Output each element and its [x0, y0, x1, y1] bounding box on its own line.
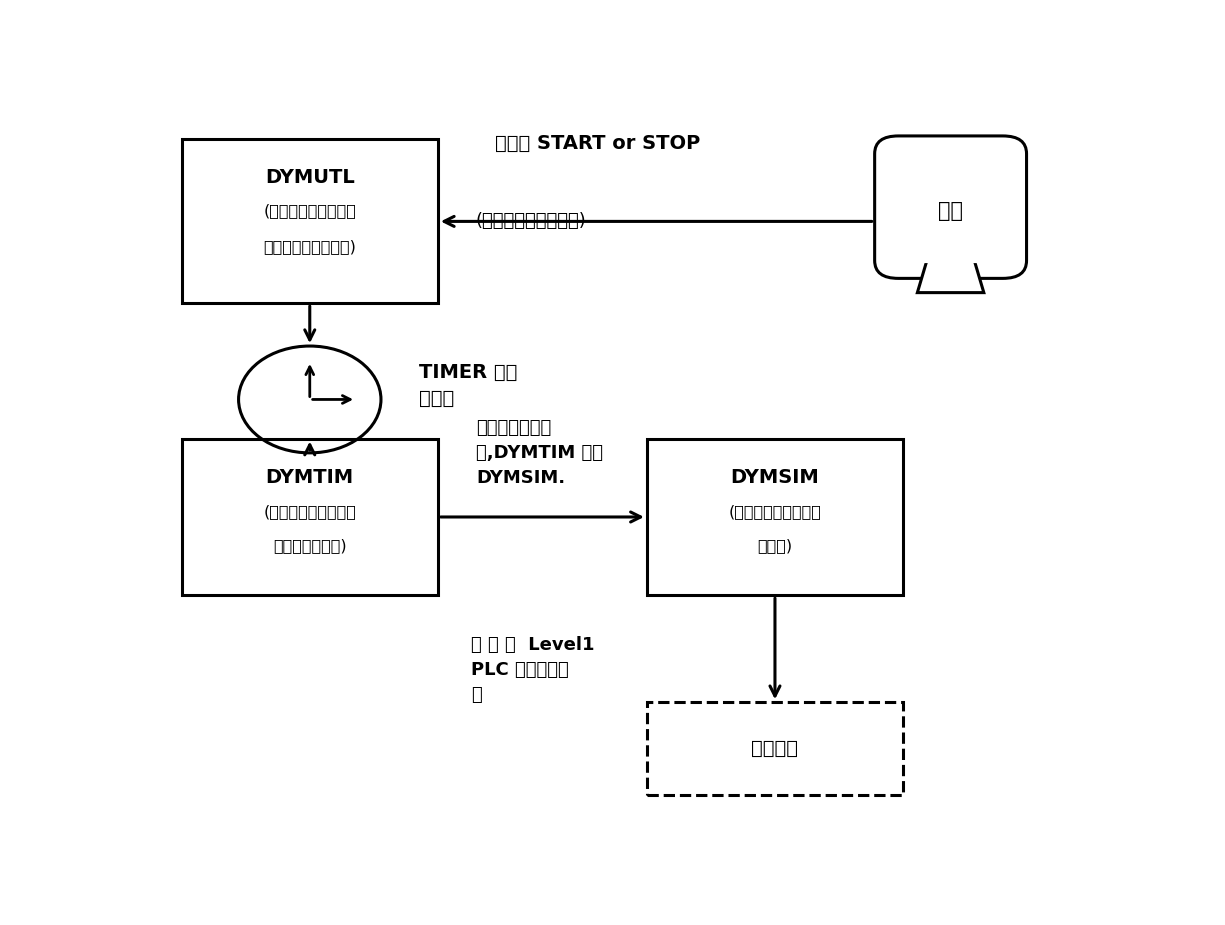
Text: 的命令交互工具模块): 的命令交互工具模块) [263, 239, 356, 253]
Text: TIMER 周期
性启动: TIMER 周期 性启动 [419, 363, 517, 408]
Text: (事件白动发生模拟器: (事件白动发生模拟器 [263, 504, 356, 519]
Text: 当有请求事件登
录,DYMTIM 通知
DYMSIM.: 当有请求事件登 录,DYMTIM 通知 DYMSIM. [475, 419, 603, 487]
Text: DYMUTL: DYMUTL [265, 167, 355, 187]
Text: (事件白动发生模拟器: (事件白动发生模拟器 [729, 504, 822, 519]
FancyBboxPatch shape [875, 136, 1027, 278]
Text: 模 拟 从  Level1
PLC 接收实绩报
文: 模 拟 从 Level1 PLC 接收实绩报 文 [472, 636, 594, 704]
Text: 的本体): 的本体) [757, 538, 793, 553]
Text: 模拟器 START or STOP: 模拟器 START or STOP [495, 133, 701, 153]
Text: 应用程序: 应用程序 [751, 739, 799, 758]
Text: 的启动处理装置): 的启动处理装置) [273, 538, 347, 553]
Bar [647, 438, 903, 596]
Text: DYMTIM: DYMTIM [266, 468, 354, 487]
Text: DYMSIM: DYMSIM [730, 468, 820, 487]
Text: 终端: 终端 [938, 201, 963, 221]
Polygon shape [918, 261, 984, 292]
Text: (周期时钟请求和删除): (周期时钟请求和删除) [475, 213, 587, 230]
Text: (事件自动发生模拟器: (事件自动发生模拟器 [263, 204, 356, 218]
Bar [647, 702, 903, 795]
Bar [181, 438, 439, 596]
Bar [181, 140, 439, 303]
